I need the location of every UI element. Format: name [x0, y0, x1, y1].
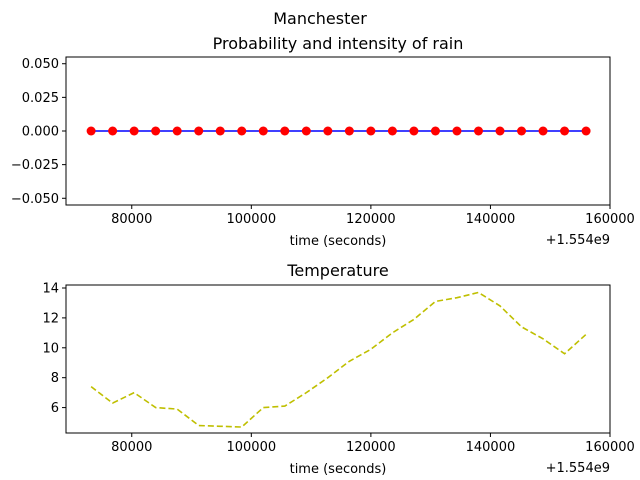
- rain-y-tick-label: 0.050: [22, 57, 59, 72]
- temperature-y-tick-label: 14: [42, 281, 59, 296]
- temperature-series-line: [90, 291, 587, 428]
- rain-x-tick-label: 140000: [466, 212, 516, 227]
- rain-marker-point: [409, 126, 419, 136]
- rain-marker-point: [430, 126, 440, 136]
- temperature-chart-title: Temperature: [286, 261, 388, 280]
- temperature-x-tick-label: 80000: [111, 440, 152, 455]
- rain-marker-point: [323, 126, 333, 136]
- temperature-x-axis-label: time (seconds): [290, 462, 387, 477]
- rain-x-tick-label: 160000: [585, 212, 635, 227]
- temperature-x-tick-label: 120000: [346, 440, 396, 455]
- temperature-y-tick-label: 10: [42, 341, 59, 356]
- rain-marker-point: [495, 126, 505, 136]
- rain-marker-point: [215, 126, 225, 136]
- temperature-chart: Temperature 80000 100000 120000 140000 16000…: [42, 261, 634, 477]
- temperature-x-offset-text: +1.554e9: [546, 461, 610, 476]
- rain-marker-point: [452, 126, 462, 136]
- temperature-y-tick-label: 6: [51, 401, 59, 416]
- rain-marker-point: [86, 126, 96, 136]
- rain-marker-point: [172, 126, 182, 136]
- rain-marker-point: [366, 126, 376, 136]
- rain-marker-point: [237, 126, 247, 136]
- rain-marker-point: [344, 126, 354, 136]
- rain-x-axis-label: time (seconds): [290, 234, 387, 249]
- rain-chart-title: Probability and intensity of rain: [213, 34, 464, 53]
- rain-marker-point: [301, 126, 311, 136]
- rain-marker-point: [538, 126, 548, 136]
- rain-x-tick-label: 80000: [111, 212, 152, 227]
- rain-marker-point: [151, 126, 161, 136]
- rain-marker-point: [129, 126, 139, 136]
- rain-y-tick-label: 0.025: [22, 91, 59, 106]
- rain-marker-point: [194, 126, 204, 136]
- rain-marker-point: [258, 126, 268, 136]
- rain-marker-point: [108, 126, 118, 136]
- rain-x-offset-text: +1.554e9: [546, 233, 610, 248]
- rain-chart: Probability and intensity of rain 80000 1…: [11, 34, 635, 249]
- temperature-y-tick-label: 12: [42, 311, 59, 326]
- temperature-axes-frame: [65, 284, 611, 434]
- rain-marker-point: [387, 126, 397, 136]
- rain-marker-point: [560, 126, 570, 136]
- rain-y-tick-label: −0.050: [11, 192, 59, 207]
- rain-y-tick-label: 0.000: [22, 125, 59, 140]
- rain-marker-point: [581, 126, 591, 136]
- temperature-x-tick-label: 140000: [466, 440, 516, 455]
- rain-marker-point: [517, 126, 527, 136]
- figure-suptitle: Manchester: [273, 9, 367, 28]
- rain-x-tick-label: 100000: [226, 212, 276, 227]
- rain-marker-point: [473, 126, 483, 136]
- rain-x-tick-label: 120000: [346, 212, 396, 227]
- temperature-y-tick-label: 8: [51, 371, 59, 386]
- temperature-x-tick-label: 100000: [226, 440, 276, 455]
- rain-y-tick-label: −0.025: [11, 158, 59, 173]
- temperature-x-tick-label: 160000: [585, 440, 635, 455]
- rain-marker-point: [280, 126, 290, 136]
